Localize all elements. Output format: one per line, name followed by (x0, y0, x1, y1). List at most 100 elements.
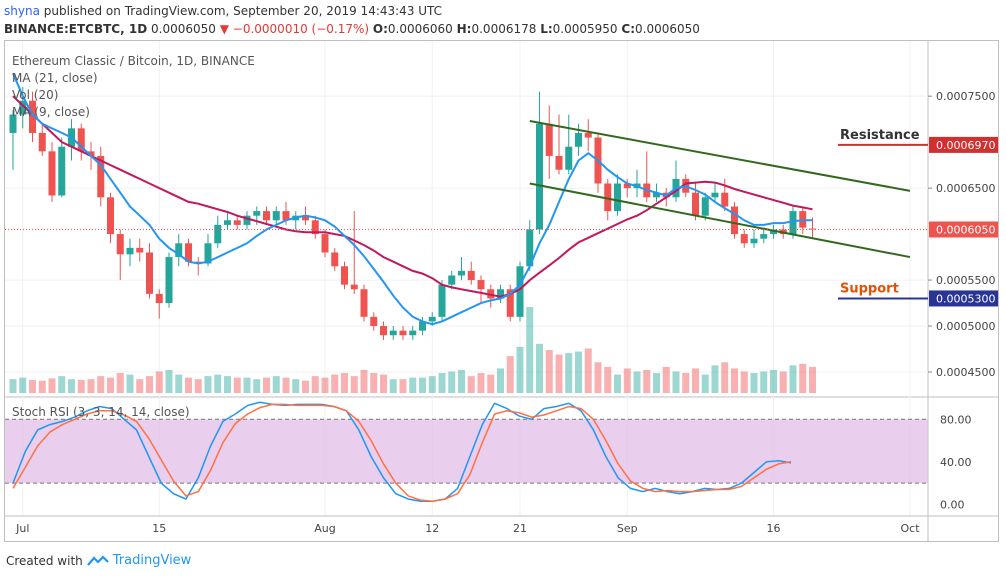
volume-bar (126, 374, 134, 393)
stoch-band (5, 418, 928, 484)
volume-bar (526, 307, 534, 393)
volume-bar (477, 373, 485, 393)
chart-title: Ethereum Classic / Bitcoin, 1D, BINANCE (12, 54, 255, 68)
resistance-price-tag (929, 136, 998, 153)
stoch-d-line (12, 403, 792, 502)
volume-bar (243, 377, 251, 393)
volume-bar (321, 377, 329, 393)
time-tick-label: 21 (513, 522, 527, 535)
stoch-overbought-oversold-band (5, 419, 928, 484)
candle-body (48, 151, 56, 196)
volume-bar (497, 368, 504, 393)
indicator-lines (12, 72, 813, 502)
candle-body (350, 284, 358, 290)
volume-bar (146, 376, 153, 393)
candle-body (58, 146, 66, 196)
volume-bar (623, 368, 631, 393)
overlays: 0.0006050 Resistance 0.0006970 Support 0.000… (5, 120, 998, 307)
candle-body (614, 183, 621, 212)
support-label: Support (840, 281, 899, 296)
volume-bar (545, 350, 553, 393)
candle-body (9, 114, 17, 133)
symbol-bar: BINANCE:ETCBTC, 1D 0.0006050 ▼ −0.000001… (4, 22, 700, 36)
volume-bar (555, 354, 563, 393)
candle-body (623, 183, 631, 189)
volume-bar (740, 371, 748, 393)
volume-bar (389, 379, 397, 393)
volume-bar (487, 374, 495, 393)
footer: Created with TradingView (6, 553, 191, 568)
candle-body (711, 192, 719, 198)
time-tick-label: Sep (617, 522, 638, 535)
volume-bar (58, 376, 66, 393)
high-label: H: (456, 22, 472, 36)
candle-body (370, 316, 378, 327)
candle-body (321, 234, 329, 253)
author-name[interactable]: shyna (4, 4, 40, 18)
candle-body (731, 206, 738, 235)
open-label: O: (372, 22, 388, 36)
support-price-label: 0.0005300 (936, 292, 996, 305)
tradingview-brand[interactable]: TradingView (112, 553, 192, 568)
volume-bar (204, 376, 212, 393)
stoch-k-line (12, 401, 792, 502)
candle-body (29, 100, 36, 133)
chart-frame (4, 40, 999, 542)
stoch-tick-label: 0.00 (940, 498, 965, 511)
tradingview-logo-icon (86, 554, 109, 566)
candle-body (750, 238, 758, 244)
price-tick-label: 0.0005500 (936, 274, 996, 287)
axes: 0.0007500 0.0006500 0.0005500 0.0005000 0.00… (15, 90, 995, 535)
upper-channel-trendline (529, 120, 911, 192)
volume-bar (185, 377, 192, 393)
volume-bar (165, 369, 173, 393)
candle-body (263, 211, 270, 221)
volume-bar (116, 373, 124, 393)
volume-bar (682, 373, 690, 393)
volume-bar (9, 379, 17, 393)
open-value: 0.0006060 (387, 22, 453, 36)
volume-bar (575, 351, 582, 393)
candle-body (526, 229, 534, 267)
candle-body (302, 215, 309, 221)
candle-body (516, 266, 524, 317)
volume-bar (19, 377, 27, 393)
volume-bar (653, 373, 660, 393)
volume-bar (779, 371, 787, 393)
volume-bar (253, 379, 261, 393)
volume-bar (633, 371, 641, 393)
publish-info: shyna published on TradingView.com, Sept… (4, 4, 442, 18)
stoch-title: Stoch RSI (3, 3, 14, 14, close) (12, 405, 190, 419)
candle-body (126, 247, 134, 255)
price-tick-label: 0.0004500 (936, 366, 996, 379)
candle-body (233, 220, 241, 225)
candle-body (428, 316, 436, 322)
candle-body (692, 192, 699, 216)
volume-bar (68, 379, 75, 393)
candle-body (448, 275, 456, 285)
volume-bar (350, 376, 358, 393)
volume-bar (263, 377, 270, 393)
candle-body (146, 252, 153, 294)
candle-body (243, 215, 251, 225)
volume-bar (194, 379, 202, 393)
candle-body (311, 220, 319, 235)
volume-bar (799, 363, 807, 393)
low-value: 0.0005950 (552, 22, 618, 36)
volume-bar (438, 373, 446, 393)
volume-bar (467, 376, 475, 393)
candle-body (506, 289, 514, 317)
lower-channel-trendline (529, 182, 911, 259)
candle-body (214, 224, 222, 244)
candle-body (224, 220, 231, 225)
time-tick-label: Jul (15, 522, 29, 535)
candle-body (701, 197, 709, 216)
volume-bar (809, 366, 816, 393)
candle-body (575, 132, 582, 147)
time-tick-label: Aug (314, 522, 335, 535)
publish-text: published on TradingView.com, September … (43, 4, 443, 18)
candle-body (789, 211, 797, 235)
resistance-price-label: 0.0006970 (936, 139, 996, 152)
volume-bar (282, 377, 290, 393)
